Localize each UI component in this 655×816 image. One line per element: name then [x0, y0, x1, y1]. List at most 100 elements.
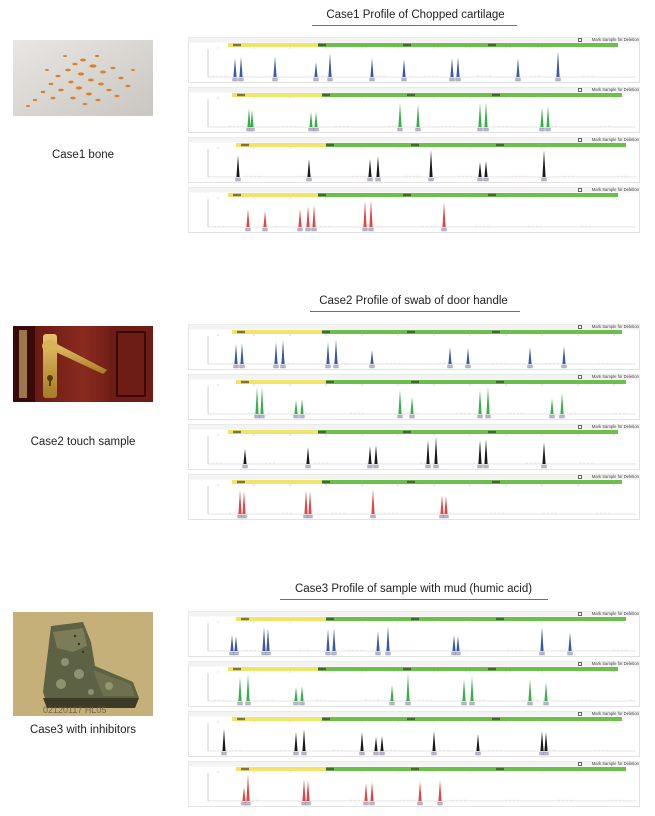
allele-peak	[360, 732, 364, 751]
door-handle-photo	[13, 326, 153, 402]
allele-peak	[263, 211, 267, 227]
allele-label-box	[273, 364, 279, 369]
locus-marker	[492, 330, 500, 334]
case-1: Case1 Profile of Chopped cartilage	[0, 0, 655, 270]
allele-peak	[484, 102, 488, 127]
mark-sample-label: Mark Sample for Deletion	[591, 661, 639, 666]
allele-peak	[298, 209, 302, 227]
locus-bar-green	[326, 143, 626, 147]
allele-peak	[368, 159, 372, 177]
allele-label-box	[483, 464, 489, 469]
allele-peak	[398, 103, 402, 127]
allele-label-box	[397, 127, 403, 132]
mark-checkbox[interactable]	[578, 712, 582, 716]
locus-marker	[233, 667, 241, 671]
allele-peak	[540, 627, 544, 651]
mark-checkbox[interactable]	[578, 188, 582, 192]
allele-peak	[478, 390, 482, 414]
locus-bar-green	[322, 480, 622, 484]
allele-label-box	[245, 801, 251, 806]
allele-label-box	[333, 364, 339, 369]
allele-peak	[444, 496, 448, 514]
mark-sample-label: Mark Sample for Deletion	[591, 374, 639, 379]
allele-label-box	[265, 651, 271, 656]
locus-marker	[407, 480, 415, 484]
allele-label-box	[369, 364, 375, 369]
mark-checkbox[interactable]	[578, 375, 582, 379]
allele-peak	[281, 340, 285, 364]
locus-bar-green	[322, 330, 622, 334]
mark-checkbox[interactable]	[578, 662, 582, 666]
allele-label-box	[305, 227, 311, 232]
panel-header	[188, 611, 640, 617]
allele-label-box	[280, 364, 286, 369]
locus-marker	[326, 767, 334, 771]
allele-label-box	[363, 801, 369, 806]
allele-label-box	[415, 127, 421, 132]
allele-label-box	[431, 751, 437, 756]
allele-peak	[307, 159, 311, 177]
allele-peak	[368, 446, 372, 464]
locus-marker	[237, 480, 245, 484]
allele-peak	[363, 201, 367, 227]
allele-peak	[240, 343, 244, 364]
mark-checkbox[interactable]	[578, 325, 582, 329]
allele-peak	[242, 787, 246, 801]
locus-bar-green	[318, 430, 618, 434]
panel-header	[188, 187, 640, 193]
allele-peak	[328, 53, 332, 77]
allele-label-box	[373, 751, 379, 756]
dye-panel-red: Mark Sample for Deletion	[188, 474, 640, 520]
allele-peak	[542, 150, 546, 177]
allele-label-box	[221, 751, 227, 756]
allele-peak	[386, 626, 390, 651]
allele-label-box	[437, 801, 443, 806]
mark-checkbox[interactable]	[578, 138, 582, 142]
locus-marker	[488, 667, 496, 671]
mark-checkbox[interactable]	[578, 762, 582, 766]
locus-marker	[488, 193, 496, 197]
allele-peak	[312, 205, 316, 227]
mark-sample-label: Mark Sample for Deletion	[591, 424, 639, 429]
allele-peak	[410, 397, 414, 414]
allele-peak	[560, 393, 564, 414]
allele-label-box	[477, 177, 483, 182]
locus-bar-yellow	[232, 717, 322, 721]
allele-peak	[470, 676, 474, 701]
locus-bar-green	[326, 617, 626, 621]
allele-peak	[456, 57, 460, 77]
allele-label-box	[417, 801, 423, 806]
allele-peak	[371, 489, 375, 514]
allele-label-box	[555, 77, 561, 82]
mark-sample-label: Mark Sample for Deletion	[591, 761, 639, 766]
allele-label-box	[561, 364, 567, 369]
allele-peak	[516, 58, 520, 77]
dye-panel-blue: Mark Sample for Deletion	[188, 324, 640, 370]
mark-checkbox[interactable]	[578, 612, 582, 616]
allele-label-box	[293, 751, 299, 756]
case-title: Case3 Profile of sample with mud (humic …	[294, 583, 533, 595]
allele-peak	[246, 209, 250, 227]
dye-panel-green: Mark Sample for Deletion	[188, 87, 640, 133]
locus-bar-green	[318, 667, 618, 671]
allele-label-box	[449, 77, 455, 82]
allele-peak	[304, 490, 308, 514]
locus-marker	[403, 667, 411, 671]
locus-marker	[326, 617, 334, 621]
locus-marker	[411, 380, 419, 384]
mark-checkbox[interactable]	[578, 425, 582, 429]
allele-peak	[222, 729, 226, 751]
allele-label-box	[373, 464, 379, 469]
allele-peak	[314, 62, 318, 77]
allele-peak	[476, 734, 480, 751]
locus-marker	[241, 617, 249, 621]
panel-header	[188, 87, 640, 93]
locus-bar-yellow	[236, 767, 326, 771]
mark-checkbox[interactable]	[578, 38, 582, 42]
allele-label-box	[461, 701, 467, 706]
mark-checkbox[interactable]	[578, 475, 582, 479]
allele-peak	[242, 491, 246, 514]
locus-marker	[318, 430, 326, 434]
mark-checkbox[interactable]	[578, 88, 582, 92]
allele-label-box	[527, 701, 533, 706]
